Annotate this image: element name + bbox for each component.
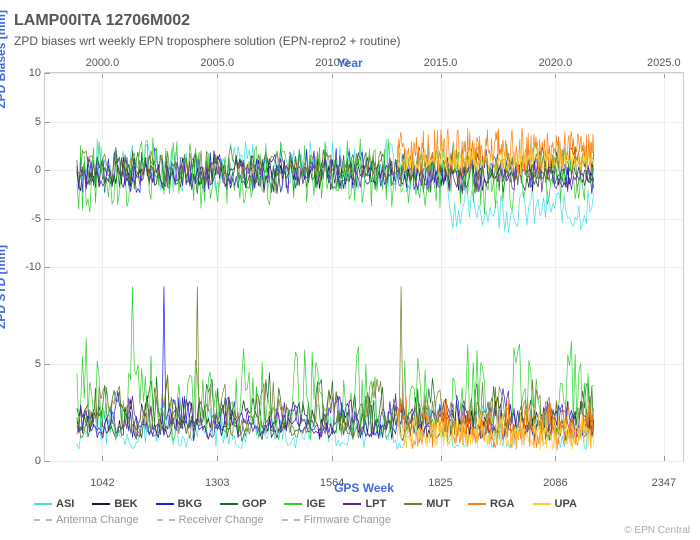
legend-item-gop: GOP	[220, 498, 266, 510]
legend-item-upa: UPA	[533, 498, 577, 510]
y-axis-1-title: ZPD Biases [mm]	[0, 10, 8, 109]
legend-item-bek: BEK	[92, 498, 137, 510]
series-layer	[45, 73, 683, 461]
y-axis-2-title: ZPD STD [mm]	[0, 245, 8, 329]
legend-item-ige: IGE	[284, 498, 325, 510]
legend-event: Antenna Change	[34, 514, 139, 526]
legend-item-rga: RGA	[468, 498, 514, 510]
legend-event: Receiver Change	[157, 514, 264, 526]
legend-item-bkg: BKG	[156, 498, 202, 510]
legend-event: Firmware Change	[282, 514, 391, 526]
legend-item-mut: MUT	[404, 498, 450, 510]
chart-subtitle: ZPD biases wrt weekly EPN troposphere so…	[14, 34, 686, 48]
legend-item-asi: ASI	[34, 498, 74, 510]
plot-area: 2000.0 2005.0 2010.0 2015.0 2020.0 2025.…	[44, 72, 684, 462]
bottom-axis-title: GPS Week	[334, 481, 394, 495]
chart-title: LAMP00ITA 12706M002	[14, 12, 686, 30]
legend: ASI BEK BKG GOP IGE LPT MUT RGA UPA Antenna Chan…	[34, 498, 674, 526]
legend-item-lpt: LPT	[343, 498, 386, 510]
credit: © EPN Central	[624, 525, 690, 536]
